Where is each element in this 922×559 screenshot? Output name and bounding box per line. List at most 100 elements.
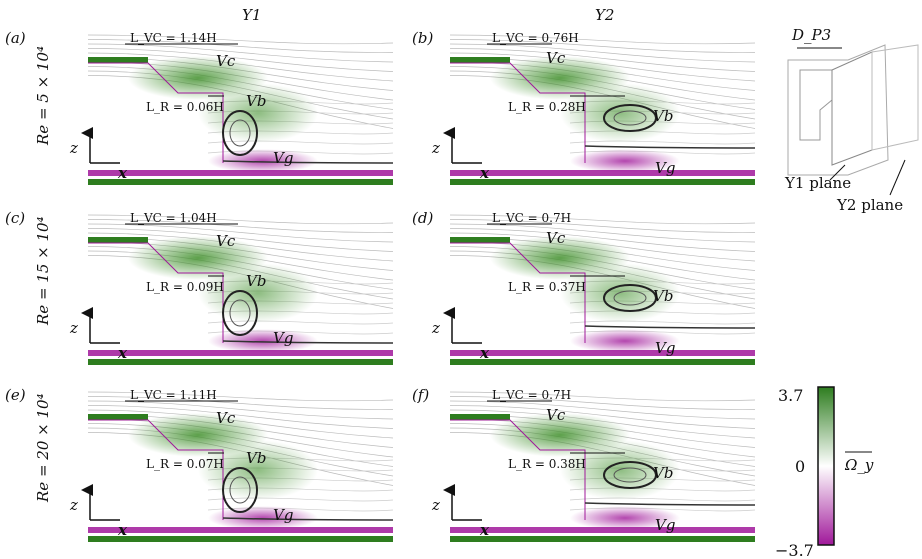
lvc-annotation: L_VC = 1.11H [130, 388, 217, 402]
panel-d: z x L_VC = 0.7H L_R = 0.37H Vc Vb Vg [431, 211, 756, 365]
streamline [87, 39, 394, 53]
schematic-dim-label: D_P3 [791, 26, 831, 44]
lvc-annotation: L_VC = 0.76H [492, 31, 579, 45]
bottom-wall-neg [88, 527, 393, 533]
bubble-vortex [222, 467, 258, 513]
top-wall-shear [450, 57, 510, 63]
x-axis-label: x [117, 164, 128, 182]
colorbar: 3.7 0 −3.7 Ω_y [775, 386, 874, 559]
streamline [87, 405, 394, 429]
bubble-vortex [603, 461, 657, 489]
shear-layer [198, 83, 318, 143]
lvc-annotation: L_VC = 0.7H [492, 211, 571, 225]
top-wall-shear [88, 57, 148, 63]
z-axis-label: z [69, 496, 78, 514]
bottom-wall-pos [88, 536, 393, 542]
lr-annotation: L_R = 0.09H [146, 280, 224, 294]
vortex-label-vb: Vb [653, 464, 673, 482]
lr-annotation: L_R = 0.07H [146, 457, 224, 471]
vortex-label-vb: Vb [653, 287, 673, 305]
lr-annotation: L_R = 0.28H [508, 100, 586, 114]
panel-tag: (f) [412, 386, 429, 404]
streamline [449, 48, 756, 72]
wake-line [584, 502, 756, 506]
z-axis-label: z [431, 496, 440, 514]
bubble-vortex-inner [613, 290, 647, 306]
bubble-vortex [222, 110, 258, 156]
step-wall [88, 242, 224, 343]
column-header-y2: Y2 [595, 6, 614, 24]
bottom-wall-neg [88, 350, 393, 356]
wake-line [222, 340, 394, 344]
x-axis-label: x [117, 344, 128, 362]
streamline [569, 497, 756, 502]
panel-c: z x L_VC = 1.04H L_R = 0.09H Vc Vb Vg [69, 211, 394, 365]
colorbar-label: Ω_y [844, 456, 874, 474]
bottom-wall-pos [450, 536, 755, 542]
geometry-schematic: D_P3 Y1 plane Y2 plane [784, 26, 919, 214]
panel-tag: (e) [5, 386, 26, 404]
lvc-annotation: L_VC = 1.14H [130, 31, 217, 45]
panel-grid: Re = 5 × 10⁴ z x L_VC = 1.14H L_R = 0.06H Vc V… [5, 29, 756, 542]
z-axis-label: z [69, 319, 78, 337]
ground-vortex-field [570, 149, 680, 173]
z-axis-label: z [431, 319, 440, 337]
vortex-label-vb: Vb [246, 92, 266, 110]
z-axis-label: z [69, 139, 78, 157]
schematic-plane2: Y2 plane [836, 196, 903, 214]
x-axis-label: x [479, 164, 490, 182]
step-wall [450, 242, 586, 343]
bottom-wall-pos [88, 359, 393, 365]
step-wall [88, 419, 224, 520]
bubble-vortex-inner [229, 119, 251, 147]
bubble-vortex [222, 290, 258, 336]
streamline [207, 497, 394, 502]
bubble-vortex-inner [229, 476, 251, 504]
step-wall [88, 62, 224, 163]
vortex-label-vg: Vg [655, 516, 675, 534]
vortex-label-vc: Vc [216, 232, 236, 250]
column-header-y1: Y1 [242, 6, 261, 24]
streamline [87, 43, 394, 63]
vortex-label-vb: Vb [246, 272, 266, 290]
streamline [449, 219, 756, 233]
vortex-label-vc: Vc [216, 409, 236, 427]
reynolds-label: Re = 20 × 10⁴ [34, 393, 52, 503]
streamline [449, 400, 756, 420]
lvc-annotation: L_VC = 1.04H [130, 211, 217, 225]
vortex-label-vc: Vc [546, 49, 566, 67]
vortex-label-vc: Vc [216, 52, 236, 70]
vortex-label-vg: Vg [273, 329, 293, 347]
top-wall-shear [88, 237, 148, 243]
streamline [449, 228, 756, 252]
bubble-vortex-inner [613, 110, 647, 126]
bottom-wall-neg [450, 170, 755, 176]
panel-tag: (b) [412, 29, 433, 47]
bubble-vortex [603, 284, 657, 312]
colorbar-min: −3.7 [775, 541, 814, 559]
streamline [87, 34, 394, 45]
streamline [449, 391, 756, 402]
streamline [207, 140, 394, 145]
wake-line [222, 517, 394, 521]
streamline [207, 320, 394, 325]
streamline [449, 39, 756, 53]
x-axis-label: x [117, 521, 128, 539]
wake-line [584, 325, 756, 329]
vortex-label-vg: Vg [655, 159, 675, 177]
ground-vortex-field [570, 329, 680, 353]
vortex-label-vg: Vg [273, 506, 293, 524]
bottom-wall-neg [450, 350, 755, 356]
vortex-label-vc: Vc [546, 229, 566, 247]
streamline [87, 391, 394, 402]
step-wall [450, 419, 586, 520]
shear-layer [198, 263, 318, 323]
bottom-wall-pos [450, 179, 755, 185]
x-axis-label: x [479, 521, 490, 539]
step-wall [450, 62, 586, 163]
colorbar-gradient [817, 386, 835, 546]
lr-annotation: L_R = 0.38H [508, 457, 586, 471]
streamline [449, 34, 756, 45]
bottom-wall-pos [88, 179, 393, 185]
